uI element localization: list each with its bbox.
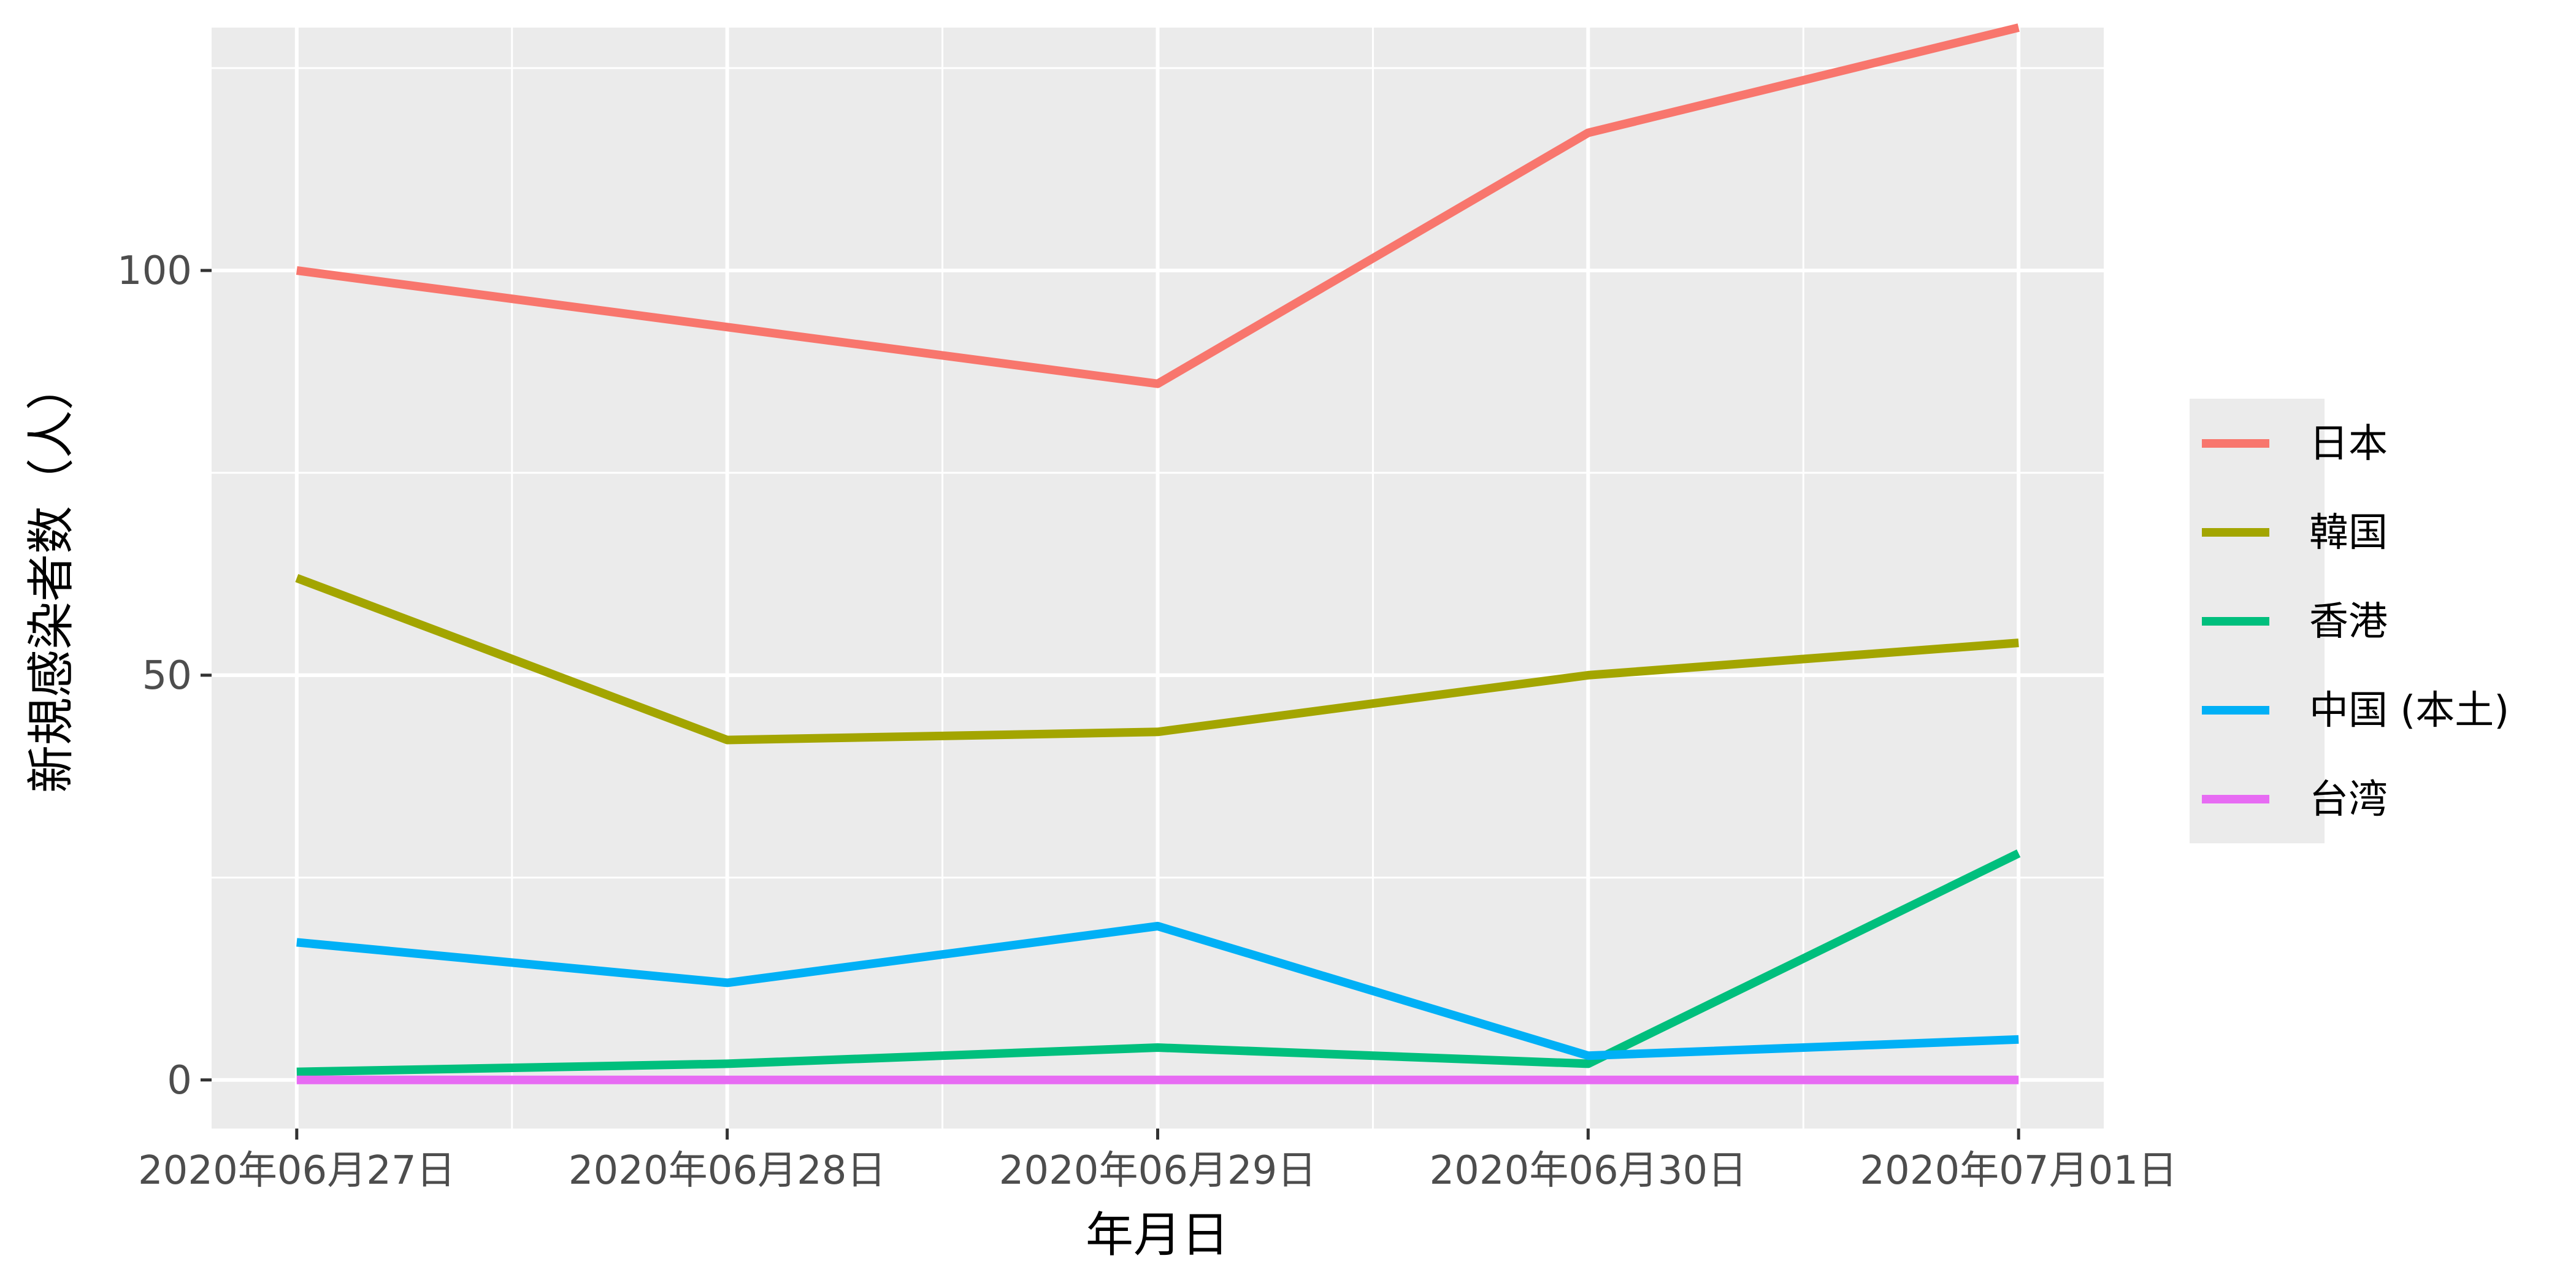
x-tick-label: 2020年06月30日 [1429,1148,1747,1194]
series-line [296,23,2020,388]
series-line [296,849,2021,1076]
series-lines [295,23,2021,1084]
x-tick-label: 2020年06月29日 [999,1148,1317,1194]
x-tick-label: 2020年06月27日 [138,1148,456,1194]
legend-label: 香港 [2309,599,2388,645]
x-axis-title: 年月日 [1086,1208,1229,1263]
y-axis-title: 新規感染者数（人） [24,362,79,793]
x-tick-labels: 2020年06月27日 2020年06月28日 2020年06月29日 2020年06… [138,1148,2177,1194]
y-tick-labels: 0 50 100 [117,248,192,1103]
x-tick-label: 2020年07月01日 [1860,1148,2177,1194]
legend-label: 日本 [2309,421,2388,467]
y-tick-label: 50 [142,653,192,699]
legend-label: 韓国 [2309,510,2388,556]
grid-major [212,28,2104,1129]
legend-label: 中国 (本土) [2309,688,2509,734]
series-line [296,922,2019,1060]
legend-label: 台湾 [2309,777,2388,822]
y-tick-label: 0 [167,1058,192,1103]
axis-ticks [201,269,2020,1140]
x-tick-label: 2020年06月28日 [569,1148,886,1194]
y-tick-label: 100 [117,248,192,294]
series-line [295,573,2019,745]
